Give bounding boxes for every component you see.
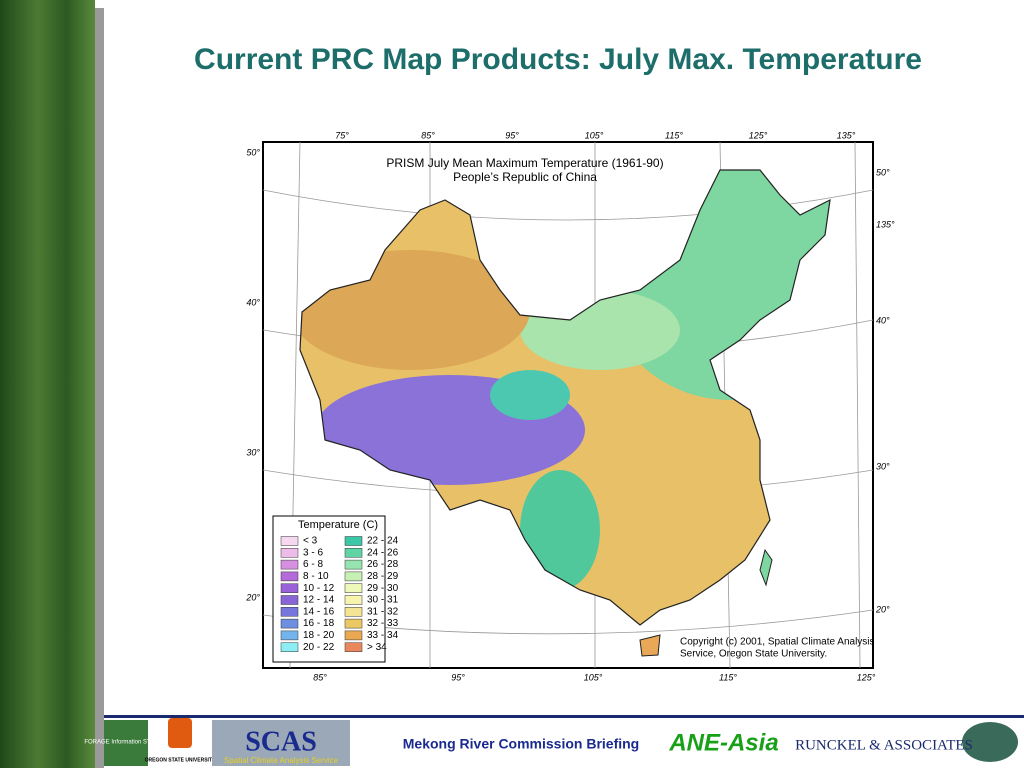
osu-text: OREGON STATE UNIVERSITY	[145, 757, 216, 763]
legend-swatch	[344, 548, 363, 558]
lat-label: 40°	[246, 297, 260, 307]
lat-label: 135°	[876, 219, 895, 229]
legend-label: 6 - 8	[303, 559, 323, 570]
legend-swatch	[344, 607, 363, 617]
ane-asia: ANE-Asia	[668, 729, 778, 756]
scas-text: SCAS	[245, 726, 317, 757]
legend-label: 29 - 30	[367, 583, 399, 594]
legend-label: 24 - 26	[367, 547, 399, 558]
legend-label: 16 - 18	[303, 618, 335, 629]
legend-label: 26 - 28	[367, 559, 399, 570]
lon-label: 95°	[505, 130, 519, 140]
legend-swatch	[280, 618, 299, 629]
legend-swatch	[344, 559, 363, 570]
legend-label: > 34	[367, 642, 387, 653]
legend-label: 32 - 33	[367, 618, 399, 629]
region-yunnan	[520, 470, 600, 590]
legend-swatch	[280, 571, 299, 582]
lon-label: 75°	[335, 130, 349, 140]
copyright: Copyright (c) 2001, Spatial Climate Anal…	[680, 637, 875, 648]
map-title: PRISM July Mean Maximum Temperature (196…	[386, 156, 663, 170]
legend-swatch	[344, 642, 363, 652]
lat-label: 20°	[245, 592, 260, 602]
lon-label: 135°	[837, 130, 856, 140]
legend-label: 22 - 24	[367, 536, 399, 547]
forage-text: FORAGE Information SYSTEM	[84, 740, 167, 746]
legend-swatch	[280, 536, 299, 546]
legend-label: < 3	[303, 536, 318, 547]
legend-label: 28 - 29	[367, 571, 399, 582]
legend-swatch	[280, 595, 299, 605]
legend-swatch	[280, 583, 299, 593]
lat-label: 30°	[876, 461, 890, 471]
lon-label: 105°	[585, 130, 604, 140]
legend-swatch	[344, 536, 363, 546]
grey-bar	[95, 8, 104, 768]
legend-label: 18 - 20	[303, 630, 335, 641]
legend-swatch	[280, 630, 299, 641]
legend-swatch	[344, 618, 363, 629]
grass-strip	[0, 0, 95, 768]
briefing: Mekong River Commission Briefing	[403, 736, 639, 752]
lon-label: 85°	[313, 672, 327, 682]
scas-sub: Spatial Climate Analysis Service	[224, 756, 339, 765]
map: PRISM July Mean Maximum Temperature (196…	[262, 141, 875, 669]
osu-logo	[168, 718, 192, 748]
legend-title: Temperature (C)	[298, 519, 378, 531]
lon-label: 115°	[719, 672, 737, 682]
taiwan	[759, 548, 773, 587]
legend-swatch	[280, 642, 299, 652]
scas-logo	[212, 720, 350, 766]
lat-label: 50°	[876, 167, 890, 177]
lon-label: 125°	[749, 130, 768, 140]
legend-swatch	[280, 548, 299, 558]
lat-label: 20°	[875, 604, 890, 614]
legend-swatch	[344, 571, 363, 582]
legend-swatch	[280, 607, 299, 617]
lon-label: 95°	[451, 672, 465, 682]
legend-label: 12 - 14	[303, 595, 335, 606]
slide-title: Current PRC Map Products: July Max. Temp…	[194, 43, 922, 76]
legend-label: 31 - 32	[367, 606, 399, 617]
footer-line	[104, 715, 1024, 718]
legend-swatch	[344, 595, 363, 605]
legend-label: 8 - 10	[303, 571, 329, 582]
legend-label: 20 - 22	[303, 642, 335, 653]
lon-label: 115°	[665, 130, 683, 140]
copyright: Service, Oregon State University.	[680, 649, 827, 660]
footer: FORAGE Information SYSTEM OREGON STATE U…	[84, 715, 1024, 766]
globe	[962, 722, 1018, 762]
legend-label: 3 - 6	[303, 547, 323, 558]
runckel: RUNCKEL & ASSOCIATES	[795, 737, 973, 753]
legend-label: 30 - 31	[367, 595, 399, 606]
hainan	[639, 634, 661, 657]
legend-label: 10 - 12	[303, 583, 335, 594]
legend-swatch	[344, 583, 363, 593]
legend-swatch	[280, 559, 299, 570]
lat-label: 30°	[246, 447, 260, 457]
legend-swatch	[344, 630, 363, 641]
lon-label: 105°	[584, 672, 603, 682]
china-outline	[299, 169, 831, 626]
lon-label: 125°	[857, 672, 876, 682]
legend-label: 14 - 16	[303, 606, 335, 617]
legend-label: 33 - 34	[367, 630, 399, 641]
lon-label: 85°	[421, 130, 435, 140]
region-qaidam	[490, 370, 570, 420]
lat-label: 40°	[876, 315, 890, 325]
map-subtitle: People’s Republic of China	[453, 170, 597, 184]
forage-logo	[104, 720, 148, 766]
lat-label: 50°	[246, 147, 260, 157]
